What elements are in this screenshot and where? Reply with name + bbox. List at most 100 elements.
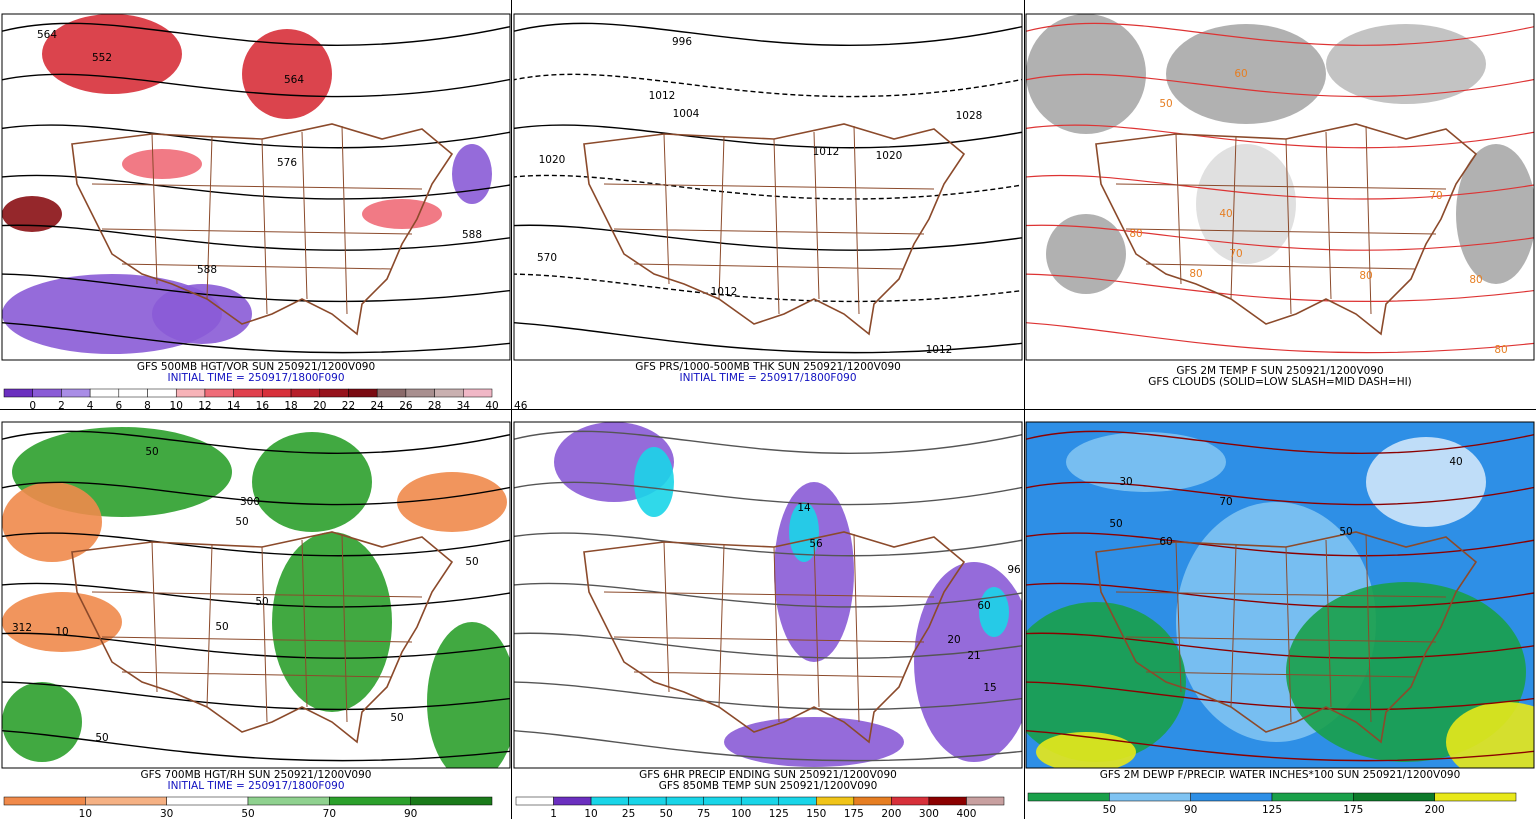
contour-label: 1012 (813, 146, 840, 158)
colorbar-label: 200 (1425, 804, 1445, 816)
colorbar-label: 30 (160, 808, 173, 819)
colorbar-segment (1353, 792, 1435, 802)
colorbar-segment (376, 388, 407, 398)
colorbar-label: 10 (584, 808, 597, 819)
colorbar-label: 12 (198, 400, 211, 412)
map-area: 60 50 40 70 80 80 80 70 80 80 (1026, 14, 1534, 360)
colorbar-label: 400 (956, 808, 976, 819)
contour-label: 70 (1219, 496, 1232, 508)
contour-label: 80 (1469, 274, 1482, 286)
colorbar-label: 50 (241, 808, 254, 819)
field-blob (1066, 432, 1226, 492)
colorbar-label: 0 (29, 400, 36, 412)
map-background (514, 14, 1022, 360)
field-blob (979, 587, 1009, 637)
caption: GFS 700MB HGT/RH SUN 250921/1200V090 (141, 769, 372, 781)
colorbar-label: 50 (1103, 804, 1116, 816)
colorbar-segment (3, 796, 86, 806)
field-blob (2, 482, 102, 562)
colorbar-segment (61, 388, 91, 398)
field-blob (1446, 702, 1534, 768)
field-blob (774, 482, 854, 662)
weather-panel: 1456964160202115GFS 6HR PRECIP ENDING SU… (513, 421, 1023, 819)
colorbar-segment (1109, 792, 1191, 802)
colorbar-label: 46 (514, 400, 528, 412)
contour (2, 481, 510, 506)
contour-label: 60 (1234, 68, 1247, 80)
colorbar-segment (966, 796, 1005, 806)
contour-label: 50 (390, 712, 403, 724)
contour (2, 582, 510, 608)
contour (514, 174, 1022, 200)
contour-label: 588 (462, 229, 482, 241)
contour-label: 1012 (649, 90, 676, 102)
contour-label: 50 (1339, 526, 1352, 538)
caption: INITIAL TIME = 250917/1800F090 (167, 780, 344, 792)
contour-label: 60 (1159, 536, 1172, 548)
contour-label: 30 (1119, 476, 1132, 488)
map-frame (1, 13, 511, 361)
contour (1026, 174, 1534, 200)
colorbar-label: 24 (370, 400, 384, 412)
contour (2, 124, 510, 149)
contour-label: 60 (977, 600, 990, 612)
colorbar-label: 10 (79, 808, 92, 819)
map-area: 50 300 50 50 50 50 312 10 50 50 (2, 422, 510, 768)
colorbar-label: 300 (919, 808, 939, 819)
map-frame (1025, 421, 1535, 769)
colorbar-segment (262, 388, 292, 398)
contour-label: 56 (809, 538, 823, 550)
contour-label: 1028 (956, 110, 983, 122)
field-blob (362, 199, 442, 229)
colorbar-label: 26 (399, 400, 413, 412)
contour (1026, 582, 1534, 608)
colorbar-label: 50 (659, 808, 672, 819)
map-frame (513, 13, 1023, 361)
contour-label: 996 (672, 36, 692, 48)
field-blob (1166, 24, 1326, 124)
colorbar-label: 125 (1262, 804, 1282, 816)
colorbar-segment (1190, 792, 1273, 802)
contour-label: 21 (967, 650, 980, 662)
contour (1026, 532, 1534, 557)
caption: GFS 2M DEWP F/PRECIP. WATER INCHES*100 S… (1100, 769, 1461, 781)
colorbar-segment (3, 388, 33, 398)
colorbar-segment (32, 388, 62, 398)
colorbar-label: 2 (58, 400, 65, 412)
contour (2, 430, 510, 454)
contour (514, 681, 1022, 711)
caption: INITIAL TIME = 250917/1800F090 (167, 372, 344, 384)
contour-label: 312 (12, 622, 32, 634)
contour-label: 15 (983, 682, 996, 694)
colorbar-label: 25 (622, 808, 635, 819)
colorbar-segment (740, 796, 780, 806)
caption: GFS 2M TEMP F SUN 250921/1200V090 (1176, 365, 1383, 377)
contour-label: 70 (1229, 248, 1242, 260)
map: 30 50 60 70 40 50 (1025, 421, 1535, 769)
colorbar-label: 16 (256, 400, 270, 412)
colorbar-label: 6 (115, 400, 122, 412)
map-area: 996 1012 1004 1020 1012 1028 1020 570 1012 1012 (514, 14, 1022, 360)
country-outline (71, 531, 454, 744)
colorbar-segment (553, 796, 592, 806)
colorbar-segment (628, 796, 667, 806)
colorbar-segment (405, 388, 435, 398)
contour-label: 300 (240, 496, 260, 508)
country-outline (71, 123, 454, 336)
map-frame (1, 421, 511, 769)
contour (1026, 22, 1534, 46)
map-area: 564 552 564 576 588 588 (2, 14, 510, 360)
contour-label: 50 (1109, 518, 1122, 530)
contour (1026, 273, 1534, 303)
contour-label: 50 (255, 596, 268, 608)
field-blob (1046, 214, 1126, 294)
caption: GFS PRS/1000-500MB THK SUN 250921/1200V0… (635, 361, 901, 373)
contour-label: 96 (1007, 564, 1021, 576)
colorbar-segment (891, 796, 930, 806)
contour-label: 20 (947, 634, 960, 646)
state-lines (1115, 533, 1447, 723)
contour-label: 576 (277, 157, 297, 169)
colorbar-segment (410, 796, 493, 806)
map: 564 552 564 576 588 588 (1, 13, 511, 361)
contour (514, 273, 1022, 303)
